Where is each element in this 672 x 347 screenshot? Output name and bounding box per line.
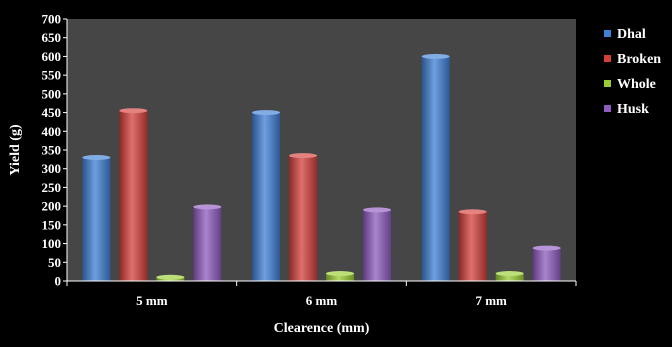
bar-cap-husk-1 bbox=[193, 204, 222, 210]
y-axis-title: Yield (g) bbox=[8, 124, 23, 176]
bar-broken-1 bbox=[119, 110, 148, 281]
bar-broken-3 bbox=[458, 211, 487, 281]
y-tick-label: 150 bbox=[42, 217, 62, 232]
y-tick-label: 0 bbox=[55, 274, 62, 289]
bar-whole-3 bbox=[495, 273, 524, 281]
y-tick-label: 350 bbox=[42, 143, 62, 158]
legend-swatch-broken bbox=[604, 55, 611, 62]
bar-cap-husk-3 bbox=[532, 245, 561, 251]
legend: Dhal Broken Whole Husk bbox=[604, 27, 661, 117]
y-tick-label: 250 bbox=[42, 180, 62, 195]
bar-cap-broken-1 bbox=[119, 108, 148, 114]
x-category-label: 5 mm bbox=[136, 293, 168, 308]
x-category-label: 7 mm bbox=[475, 293, 507, 308]
y-tick-label: 500 bbox=[42, 86, 62, 101]
bar-dhal-1 bbox=[82, 157, 111, 281]
bar-cap-whole-3 bbox=[495, 271, 524, 277]
legend-swatch-husk bbox=[604, 105, 611, 112]
bar-cap-husk-2 bbox=[363, 207, 391, 213]
bar-broken-2 bbox=[289, 155, 317, 281]
y-tick-label: 600 bbox=[42, 49, 62, 64]
x-category-label: 6 mm bbox=[306, 293, 338, 308]
plot-area bbox=[67, 19, 576, 281]
legend-label-dhal: Dhal bbox=[617, 27, 646, 42]
legend-label-husk: Husk bbox=[617, 102, 649, 117]
y-tick-label: 450 bbox=[42, 105, 62, 120]
y-tick-label: 200 bbox=[42, 199, 62, 214]
bar-dhal-2 bbox=[252, 112, 280, 281]
bar-cap-dhal-2 bbox=[252, 110, 280, 116]
bars-layer bbox=[82, 53, 561, 281]
x-axis-title: Clearence (mm) bbox=[274, 321, 370, 336]
legend-swatch-whole bbox=[604, 80, 611, 87]
bar-husk-3 bbox=[532, 248, 561, 281]
bar-husk-1 bbox=[193, 206, 222, 281]
legend-swatch-dhal bbox=[604, 30, 611, 37]
y-tick-label: 550 bbox=[42, 68, 62, 83]
bar-cap-whole-1 bbox=[156, 274, 185, 280]
y-tick-label: 650 bbox=[42, 30, 62, 45]
y-tick-label: 400 bbox=[42, 124, 62, 139]
y-tick-label: 300 bbox=[42, 161, 62, 176]
y-tick-label: 100 bbox=[42, 236, 62, 251]
bar-cap-dhal-3 bbox=[421, 53, 450, 59]
x-categories-layer: 5 mm 6 mm 7 mm bbox=[136, 293, 507, 308]
bar-cap-whole-2 bbox=[326, 271, 354, 277]
bar-husk-2 bbox=[363, 209, 391, 281]
legend-label-broken: Broken bbox=[617, 52, 661, 67]
y-tick-label: 700 bbox=[42, 12, 62, 27]
y-tick-label: 50 bbox=[48, 255, 61, 270]
bar-whole-2 bbox=[326, 273, 354, 281]
bar-cap-broken-2 bbox=[289, 153, 317, 159]
y-ticks-layer: 0 50 100 150 200 250 300 350 400 450 500 550 600 650 7… bbox=[42, 12, 67, 289]
bar-cap-dhal-1 bbox=[82, 154, 111, 160]
bar-cap-broken-3 bbox=[458, 209, 487, 215]
bar-dhal-3 bbox=[421, 56, 450, 281]
legend-label-whole: Whole bbox=[617, 77, 656, 92]
